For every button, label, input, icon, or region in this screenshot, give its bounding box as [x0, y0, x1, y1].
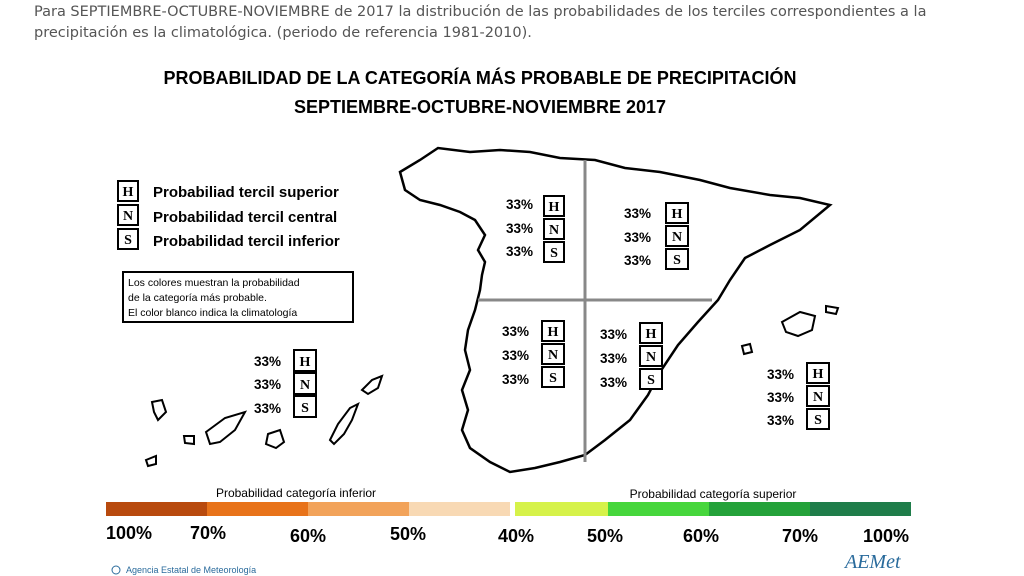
letter-s: S [301, 401, 309, 416]
island-ibiza [740, 342, 754, 356]
tick-9: 100% [863, 526, 909, 546]
legend-label-h: Probabiliad tercil superior [153, 184, 339, 201]
pct-s: 33% [624, 253, 651, 268]
pct-n: 33% [254, 377, 281, 392]
pct-s: 33% [254, 401, 281, 416]
island-lapalma [150, 398, 168, 422]
tick-7: 60% [683, 526, 719, 546]
pct-n: 33% [767, 390, 794, 405]
note-line-1: Los colores muestran la probabilidad [128, 277, 300, 289]
letter-n: N [646, 350, 656, 365]
scale-label-superior: Probabilidad categoría superior [630, 487, 797, 501]
pct-h: 33% [624, 206, 651, 221]
scale-swatch-inf-4 [409, 502, 510, 516]
map-title: PROBABILIDAD DE LA CATEGORÍA MÁS PROBABL… [163, 68, 797, 88]
note-line-3: El color blanco indica la climatología [128, 307, 297, 319]
footer: Agencia Estatal de Meteorología AEMet [111, 551, 901, 575]
region-northeast: 33% H 33% N 33% S [624, 202, 689, 270]
legend-letter-n: N [123, 209, 133, 224]
legend-label-s: Probabilidad tercil inferior [153, 233, 340, 250]
island-grancanaria [264, 428, 286, 450]
letter-h: H [300, 355, 311, 370]
tick-5: 40% [498, 526, 534, 546]
legend-label-n: Probabilidad tercil central [153, 209, 337, 226]
pct-n: 33% [624, 230, 651, 245]
letter-n: N [300, 378, 310, 393]
pct-s: 33% [502, 372, 529, 387]
island-mallorca [780, 310, 817, 338]
scale-swatch-sup-2 [608, 502, 709, 516]
pct-h: 33% [767, 367, 794, 382]
island-fuerteventura [328, 401, 360, 446]
pct-n: 33% [502, 348, 529, 363]
pct-s: 33% [506, 244, 533, 259]
legend-letter-s: S [124, 233, 132, 248]
tick-4: 50% [390, 524, 426, 544]
color-note: Los colores muestran la probabilidad de … [122, 271, 354, 323]
island-menorca [825, 304, 840, 316]
pct-n: 33% [600, 351, 627, 366]
region-southeast: 33% H 33% N 33% S [600, 322, 663, 390]
pct-h: 33% [600, 327, 627, 342]
letter-h: H [813, 367, 824, 382]
letter-n: N [549, 223, 559, 238]
legend-letter-h: H [123, 185, 134, 200]
region-canarias: 33% H 33% N 33% S [254, 349, 317, 418]
scale-swatch-sup-4 [810, 502, 911, 516]
scale-label-inferior: Probabilidad categoría inferior [216, 486, 376, 500]
pct-n: 33% [506, 221, 533, 236]
copyright-icon [111, 565, 121, 575]
island-hierro [144, 454, 157, 468]
letter-n: N [672, 230, 682, 245]
letter-s: S [647, 373, 655, 388]
letter-s: S [549, 371, 557, 386]
tick-2: 70% [190, 523, 226, 543]
island-tenerife [204, 410, 248, 446]
peninsula-outline [398, 146, 833, 474]
island-lanzarote [360, 374, 384, 396]
letter-n: N [548, 348, 558, 363]
letter-n: N [813, 390, 823, 405]
map-subtitle: SEPTIEMBRE-OCTUBRE-NOVIEMBRE 2017 [293, 97, 667, 117]
legend: H Probabiliad tercil superior N Probabil… [117, 180, 340, 250]
pct-s: 33% [600, 375, 627, 390]
letter-h: H [549, 200, 560, 215]
region-southwest: 33% H 33% N 33% S [502, 320, 565, 388]
scale-swatch-inf-1 [106, 502, 207, 516]
letter-s: S [673, 253, 681, 268]
tick-1: 100% [106, 523, 152, 543]
aemet-logo: AEMet [843, 551, 901, 573]
letter-s: S [814, 413, 822, 428]
color-scale: Probabilidad categoría inferior Probabil… [106, 486, 911, 546]
region-northwest: 33% H 33% N 33% S [506, 195, 565, 263]
tick-8: 70% [782, 526, 818, 546]
agency-name: Agencia Estatal de Meteorología [126, 565, 256, 575]
pct-h: 33% [506, 197, 533, 212]
letter-h: H [672, 207, 683, 222]
letter-h: H [646, 327, 657, 342]
region-baleares: 33% H 33% N 33% S [767, 362, 830, 430]
pct-s: 33% [767, 413, 794, 428]
scale-swatch-sup-3 [709, 502, 810, 516]
island-gomera [182, 435, 195, 446]
pct-h: 33% [502, 324, 529, 339]
note-line-2: de la categoría más probable. [128, 292, 267, 304]
intro-text: Para SEPTIEMBRE-OCTUBRE-NOVIEMBRE de 201… [34, 4, 927, 41]
scale-swatch-sup-1 [515, 502, 608, 516]
scale-swatch-inf-3 [308, 502, 409, 516]
letter-s: S [550, 246, 558, 261]
letter-h: H [548, 325, 559, 340]
pct-h: 33% [254, 354, 281, 369]
scale-swatch-inf-2 [207, 502, 308, 516]
tick-6: 50% [587, 526, 623, 546]
tick-3: 60% [290, 526, 326, 546]
